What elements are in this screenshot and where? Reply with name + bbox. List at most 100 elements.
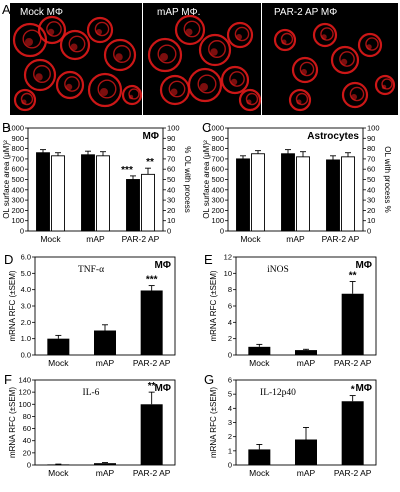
y-tick-label: 5.0 (21, 269, 31, 278)
cell-body (210, 48, 218, 56)
y-axis-label: OL surface area (μM)² (202, 140, 211, 219)
cell-body (366, 44, 372, 50)
y2-tick-label: 100 (367, 124, 380, 133)
chart-panel-g: G 0 1 2 3 4 5 6 mRNA RFC (±SEM) Mock mAP PAR-2 AP * I… (204, 372, 377, 478)
y2-tick-label: 0 (367, 227, 371, 236)
y-tick-label: 100 (11, 216, 24, 225)
micrograph-map: mAP MΦ. (143, 3, 262, 115)
y-tick-label: 6 (228, 302, 232, 311)
bar (341, 293, 364, 355)
y-tick-label: 5 (228, 390, 232, 399)
y-axis-label: mRNA RFC (±SEM) (209, 387, 218, 458)
cell-body (170, 88, 178, 96)
cell-process (245, 92, 259, 106)
y-tick-label: 800 (211, 144, 224, 153)
y-tick-label: 1.0 (21, 334, 31, 343)
bar (248, 449, 271, 465)
micrograph-caption-mock: Mock MΦ (20, 7, 63, 18)
significance-mark: *** (121, 165, 133, 176)
cell-body (21, 99, 27, 105)
cell-process (234, 26, 250, 42)
cell-process (295, 92, 309, 106)
y2-tick-label: 0 (167, 227, 171, 236)
cell-outline (86, 16, 114, 44)
y-tick-label: 700 (11, 154, 24, 163)
x-tick-label: Mock (40, 234, 61, 244)
cell-process (280, 32, 294, 46)
panel-label-g: G (204, 372, 214, 387)
cell-body (160, 53, 168, 61)
x-tick-label: Mock (48, 358, 69, 368)
bar (341, 401, 364, 465)
cell-process (113, 45, 131, 63)
y-tick-label: 4 (228, 404, 232, 413)
cell-process (94, 21, 110, 37)
significance-mark: *** (146, 275, 158, 286)
x-tick-label: PAR-2 AP (322, 234, 360, 244)
y-tick-label: 2 (228, 334, 232, 343)
y2-tick-label: 20 (167, 206, 175, 215)
cell-process (168, 80, 186, 98)
cell-body (65, 83, 73, 91)
y-tick-label: 200 (11, 206, 24, 215)
cell-process (157, 44, 177, 64)
y-tick-label: 300 (211, 196, 224, 205)
cell-body (340, 58, 348, 66)
cell-outline (59, 29, 91, 61)
bar (36, 152, 50, 232)
cell-outline (174, 14, 206, 46)
cell-type-tag: MΦ (142, 131, 159, 142)
y-tick-label: 3.0 (21, 302, 31, 311)
cell-outline (374, 74, 396, 96)
x-tick-label: PAR-2 AP (334, 358, 372, 368)
y-axis-label: OL surface area (μM)² (2, 140, 11, 219)
cell-outline (37, 15, 67, 45)
y-tick-label: 8 (228, 285, 232, 294)
y-tick-label: 1000 (207, 124, 224, 133)
y2-tick-label: 40 (367, 185, 375, 194)
bar (295, 439, 317, 465)
cell-body (96, 29, 102, 35)
y-tick-label: 600 (11, 165, 24, 174)
cell-outline (288, 88, 312, 112)
y-axis-label: mRNA RFC (±SEM) (8, 387, 17, 458)
y-tick-label: 4 (228, 318, 232, 327)
y-axis-label: mRNA RFC (±SEM) (8, 270, 17, 341)
cell-body (25, 38, 33, 46)
micrograph-caption-map: mAP MΦ. (157, 7, 200, 18)
cell-process (20, 92, 34, 106)
cell-body (230, 78, 238, 86)
y2-tick-label: 20 (367, 206, 375, 215)
x-tick-label: mAP (286, 234, 305, 244)
y2-axis-label: OL with process % (383, 146, 392, 212)
cell-process (197, 74, 217, 94)
bar (47, 464, 70, 465)
cell-outline (238, 88, 262, 112)
y2-tick-label: 80 (367, 144, 375, 153)
bar (251, 153, 265, 232)
y-tick-label: 900 (11, 134, 24, 143)
y-tick-label: 140 (18, 376, 31, 385)
y-tick-label: 20 (23, 448, 31, 457)
y-axis-label: mRNA RFC (±SEM) (209, 270, 218, 341)
cell-outline (147, 37, 183, 73)
y-tick-label: 400 (211, 185, 224, 194)
y2-tick-label: 80 (167, 144, 175, 153)
y-tick-label: 0.0 (21, 351, 31, 360)
bar (281, 153, 295, 232)
cell-body (185, 28, 193, 36)
gene-title: iNOS (267, 265, 289, 275)
y-tick-label: 4.0 (21, 285, 31, 294)
bar (140, 404, 163, 465)
y2-tick-label: 90 (167, 134, 175, 143)
y-tick-label: 10 (224, 269, 232, 278)
cell-body (246, 99, 252, 105)
cell-process (46, 21, 62, 37)
y2-tick-label: 60 (167, 165, 175, 174)
cell-body (35, 73, 43, 81)
cell-type-tag: MΦ (355, 383, 372, 394)
y2-tick-label: 50 (367, 175, 375, 184)
cell-outline (187, 67, 223, 103)
y-tick-label: 500 (211, 175, 224, 184)
x-tick-label: mAP (297, 468, 316, 478)
